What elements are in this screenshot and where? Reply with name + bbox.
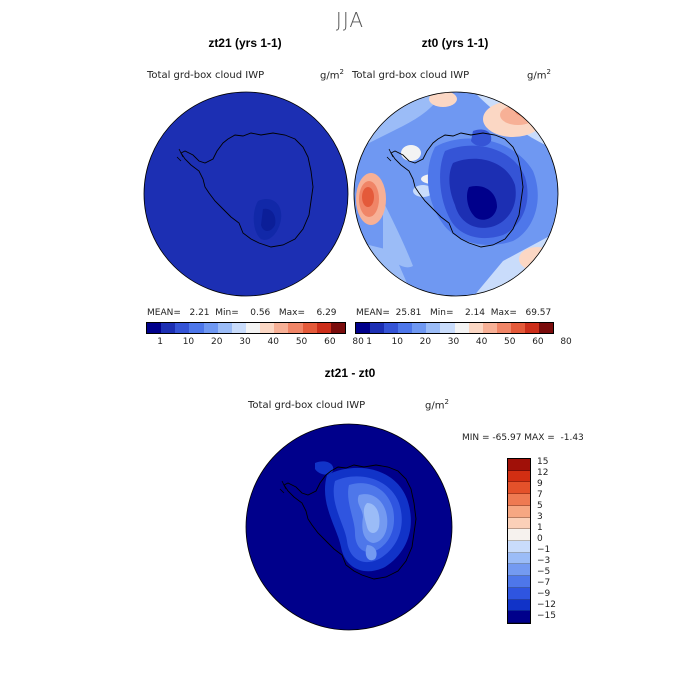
panel-zt21-colorbar-tick-label: 40 xyxy=(267,337,280,347)
panel-diff-colorbar-tick-label: 15 xyxy=(537,457,549,468)
panel-zt0-colorbar-tick-label: 30 xyxy=(447,337,460,347)
panel-diff-colorbar-tick-label: −15 xyxy=(537,610,556,621)
panel-zt0-colorbar-swatch xyxy=(398,323,413,333)
panel-zt0-colorbar-swatch xyxy=(454,323,469,333)
panel-zt21-colorbar-swatch xyxy=(203,323,218,333)
panel-diff-colorbar-swatch xyxy=(508,505,530,518)
panel-diff-colorbar-tick-label: 0 xyxy=(537,534,543,544)
panel-diff-variable: Total grd-box cloud IWP xyxy=(248,400,366,411)
panel-diff-colorbar-swatch xyxy=(508,564,530,577)
panel-diff-colorbar-swatch xyxy=(508,552,530,565)
panel-diff-colorbar-swatch xyxy=(508,517,530,530)
panel-diff-stats: MIN = -65.97 MAX = -1.43 xyxy=(462,433,584,443)
panel-zt0-colorbar-swatch xyxy=(539,323,554,333)
panel-zt0-colorbar-tick-label: 50 xyxy=(504,337,516,347)
panel-diff-colorbar-ticks: 15 12 9 7 5 3 1 0 −1 −3 −5 −7 −9 −12 −15 xyxy=(537,457,577,622)
panel-zt21-variable: Total grd-box cloud IWP xyxy=(147,70,265,81)
panel-diff-map xyxy=(245,423,453,631)
panel-zt21-colorbar-swatch xyxy=(189,323,204,333)
panel-diff-colorbar-tick-label: 5 xyxy=(537,501,543,512)
season-title: JJA xyxy=(335,8,365,32)
panel-zt21-colorbar-swatch xyxy=(175,323,190,333)
panel-zt21-colorbar xyxy=(146,322,346,334)
panel-diff-colorbar-swatch xyxy=(508,459,530,471)
panel-zt21-colorbar-tick-label: 60 xyxy=(324,337,336,347)
panel-diff-colorbar-swatch xyxy=(508,611,530,624)
panel-zt0-colorbar-swatch xyxy=(496,323,511,333)
panel-zt0-colorbar-tick-label: 10 xyxy=(391,337,403,347)
panel-zt0-title: zt0 (yrs 1-1) xyxy=(421,36,489,50)
panel-zt0-variable: Total grd-box cloud IWP xyxy=(352,70,470,81)
panel-diff-colorbar-tick-label: −5 xyxy=(537,566,551,577)
panel-zt21-colorbar-tick-label: 30 xyxy=(239,337,251,347)
antarctica-coastline-2 xyxy=(390,132,524,248)
panel-zt0-stats: MEAN= 25.81 Min= 2.14 Max= 69.57 xyxy=(356,308,552,318)
panel-zt21-colorbar-swatch xyxy=(217,323,232,333)
panel-zt0-colorbar-swatch xyxy=(426,323,441,333)
panel-zt0-colorbar-swatch xyxy=(482,323,497,333)
panel-zt0-colorbar-swatch xyxy=(356,323,371,333)
panel-diff-colorbar-tick-label: 1 xyxy=(537,523,543,534)
panel-zt21-colorbar-swatch xyxy=(330,323,345,333)
panel-zt21-colorbar-swatch xyxy=(245,323,261,333)
panel-diff-title: zt21 - zt0 xyxy=(324,366,376,380)
panel-zt0-colorbar-swatch xyxy=(412,323,427,333)
panel-zt21-title: zt21 (yrs 1-1) xyxy=(208,36,282,50)
panel-diff-colorbar-tick-label: −12 xyxy=(537,599,556,610)
panel-diff-colorbar-swatch xyxy=(508,576,530,588)
panel-zt21-colorbar-tick-label: 20 xyxy=(210,337,223,347)
panel-diff-colorbar-swatch xyxy=(508,587,530,600)
panel-diff-colorbar-swatch xyxy=(508,529,530,542)
panel-zt0-units: g/m2 xyxy=(527,68,551,82)
panel-diff-colorbar-tick-label: 12 xyxy=(537,468,549,479)
panel-zt21-colorbar-tick-label: 1 xyxy=(157,337,164,347)
panel-diff-colorbar-swatch xyxy=(508,599,530,612)
panel-zt0-colorbar-swatch xyxy=(468,323,483,333)
panel-zt0-colorbar-swatch xyxy=(440,323,455,333)
panel-zt0-colorbar-swatch xyxy=(510,323,525,333)
panel-zt21-colorbar-swatch xyxy=(316,323,331,333)
panel-zt0-colorbar-ticks: 1 10 20 30 40 50 60 80 xyxy=(355,337,572,349)
panel-zt21-colorbar-swatch xyxy=(147,323,162,333)
panel-zt21-colorbar-swatch xyxy=(231,323,246,333)
panel-zt21-colorbar-swatch xyxy=(274,323,289,333)
panel-diff-units: g/m2 xyxy=(425,398,449,412)
panel-zt21-stats: MEAN= 2.21 Min= 0.56 Max= 6.29 xyxy=(147,308,337,318)
panel-diff-colorbar-tick-label: 3 xyxy=(537,512,543,523)
panel-zt21-colorbar-ticks: 1 10 20 30 40 50 60 80 xyxy=(146,337,364,349)
panel-diff-colorbar-tick-label: −1 xyxy=(537,544,551,555)
panel-diff-colorbar-swatch xyxy=(508,494,530,506)
panel-zt0-colorbar-tick-label: 60 xyxy=(532,337,544,347)
panel-diff-colorbar-tick-label: −7 xyxy=(537,577,551,588)
panel-diff-colorbar-tick-label: 7 xyxy=(537,490,543,501)
panel-zt21-colorbar-tick-label: 80 xyxy=(352,337,364,347)
panel-zt0-map xyxy=(353,91,559,297)
panel-zt21-colorbar-tick-label: 10 xyxy=(182,337,195,347)
panel-zt21-colorbar-swatch xyxy=(288,323,303,333)
panel-diff-colorbar-swatch xyxy=(508,541,530,553)
panel-zt21-units: g/m2 xyxy=(320,68,344,82)
panel-zt0-colorbar xyxy=(355,322,554,334)
antarctica-coastline-3 xyxy=(283,464,417,580)
panel-diff-colorbar xyxy=(507,458,531,624)
panel-zt21-colorbar-swatch xyxy=(161,323,176,333)
panel-diff-colorbar-tick-label: −9 xyxy=(537,588,551,599)
antarctica-coastline-1 xyxy=(180,132,314,248)
panel-diff-colorbar-swatch xyxy=(508,470,530,483)
panel-zt21-colorbar-swatch xyxy=(302,323,317,333)
panel-zt0-colorbar-tick-label: 20 xyxy=(419,337,432,347)
panel-zt21-colorbar-swatch xyxy=(260,323,275,333)
panel-zt0-colorbar-tick-label: 40 xyxy=(475,337,488,347)
panel-diff-colorbar-tick-label: −3 xyxy=(537,555,551,566)
panel-zt0-colorbar-swatch xyxy=(524,323,540,333)
panel-zt21-colorbar-tick-label: 50 xyxy=(295,337,308,347)
panel-zt0-colorbar-tick-label: 1 xyxy=(366,337,372,347)
panel-diff-colorbar-swatch xyxy=(508,482,530,495)
panel-diff-colorbar-tick-label: 9 xyxy=(537,479,543,490)
panel-zt0-colorbar-swatch xyxy=(384,323,399,333)
panel-zt0-colorbar-swatch xyxy=(370,323,385,333)
panel-zt21-map xyxy=(143,91,349,297)
panel-zt0-colorbar-tick-label: 80 xyxy=(560,337,572,347)
